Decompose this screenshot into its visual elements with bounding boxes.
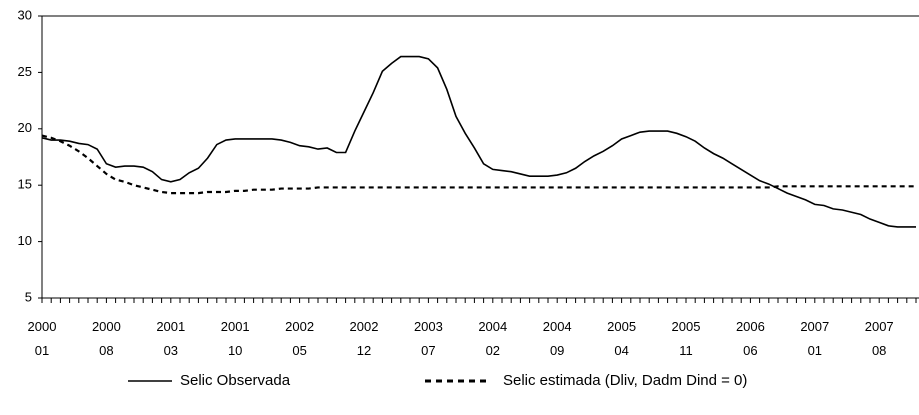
x-tick-label: 2004 02 xyxy=(478,319,507,358)
x-tick-label: 2002 12 xyxy=(350,319,379,358)
y-tick-label: 30 xyxy=(18,7,32,22)
x-tick-label: 2004 09 xyxy=(543,319,572,358)
x-tick-label: 2005 04 xyxy=(607,319,636,358)
y-tick-label: 25 xyxy=(18,64,32,79)
x-tick-label: 2003 07 xyxy=(414,319,443,358)
y-tick-label: 15 xyxy=(18,177,32,192)
x-tick-label: 2001 10 xyxy=(221,319,250,358)
series-line xyxy=(41,55,916,228)
legend-label: Selic estimada (Dliv, Dadm Dind = 0) xyxy=(503,372,747,389)
y-tick-label: 10 xyxy=(18,233,32,248)
y-tick-label: 20 xyxy=(18,120,32,135)
x-tick-label: 2005 11 xyxy=(672,319,701,358)
legend-label: Selic Observada xyxy=(180,372,291,389)
x-tick-label: 2006 06 xyxy=(736,319,765,358)
series-line xyxy=(41,134,916,195)
x-tick-label: 2002 05 xyxy=(285,319,314,358)
x-tick-label: 2007 01 xyxy=(800,319,829,358)
x-tick-label: 2007 08 xyxy=(865,319,894,358)
x-tick-label: 2000 01 xyxy=(28,319,57,358)
y-tick-label: 5 xyxy=(25,289,32,304)
x-tick-label: 2001 03 xyxy=(156,319,185,358)
x-tick-label: 2000 08 xyxy=(92,319,121,358)
